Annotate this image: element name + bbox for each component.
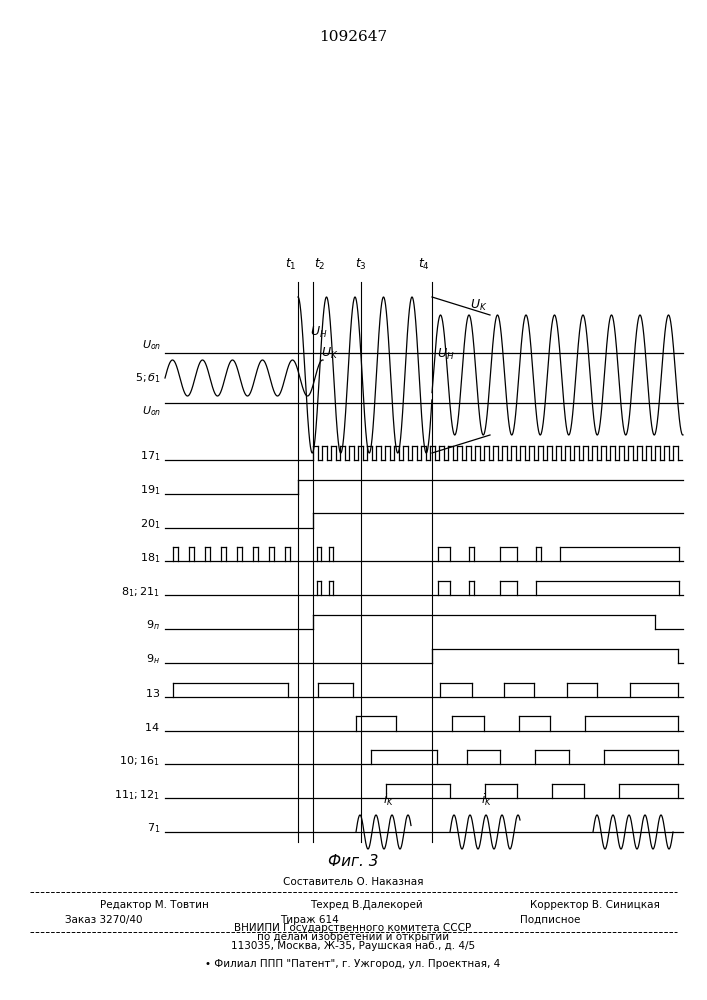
Text: $U_H$: $U_H$ — [437, 346, 455, 362]
Text: 1092647: 1092647 — [319, 30, 387, 44]
Text: $5;б_1$: $5;б_1$ — [135, 371, 161, 385]
Text: Редактор М. Товтин: Редактор М. Товтин — [100, 900, 209, 910]
Text: Заказ 3270/40: Заказ 3270/40 — [65, 915, 143, 925]
Text: $10;16_1$: $10;16_1$ — [119, 754, 160, 768]
Text: $17_1$: $17_1$ — [139, 450, 160, 463]
Text: $18_1$: $18_1$ — [139, 551, 160, 565]
Text: Фиг. 3: Фиг. 3 — [328, 854, 378, 869]
Text: $U_{on}$: $U_{on}$ — [141, 404, 161, 418]
Text: по делам изобретений и открытий: по делам изобретений и открытий — [257, 932, 449, 942]
Text: $t_1$: $t_1$ — [286, 257, 297, 272]
Text: $U_H$: $U_H$ — [310, 325, 327, 340]
Text: $19_1$: $19_1$ — [139, 483, 160, 497]
Text: $i_K$: $i_K$ — [383, 792, 395, 808]
Text: $8_1;21_1$: $8_1;21_1$ — [121, 585, 160, 599]
Text: $11_1;12_1$: $11_1;12_1$ — [114, 788, 160, 802]
Text: • Филиал ППП "Патент", г. Ужгород, ул. Проектная, 4: • Филиал ППП "Патент", г. Ужгород, ул. П… — [205, 959, 501, 969]
Text: ВНИИПИ Государственного комитета СССР: ВНИИПИ Государственного комитета СССР — [235, 923, 472, 933]
Text: $20_1$: $20_1$ — [139, 517, 160, 531]
Text: $i_K$: $i_K$ — [481, 792, 493, 808]
Text: Подписное: Подписное — [520, 915, 580, 925]
Text: $U_K$: $U_K$ — [321, 346, 339, 361]
Text: $t_2$: $t_2$ — [314, 257, 325, 272]
Text: Составитель О. Наказная: Составитель О. Наказная — [283, 877, 423, 887]
Text: $t_4$: $t_4$ — [418, 257, 430, 272]
Text: $9_п$: $9_п$ — [146, 619, 160, 632]
Text: 113035, Москва, Ж-35, Раушская наб., д. 4/5: 113035, Москва, Ж-35, Раушская наб., д. … — [231, 941, 475, 951]
Text: Тираж 614: Тираж 614 — [280, 915, 339, 925]
Text: $t_3$: $t_3$ — [355, 257, 367, 272]
Text: Корректор В. Синицкая: Корректор В. Синицкая — [530, 900, 660, 910]
Text: $13$: $13$ — [145, 687, 160, 699]
Text: $U_{on}$: $U_{on}$ — [141, 338, 161, 352]
Text: $9_н$: $9_н$ — [146, 652, 160, 666]
Text: Техред В.Далекорей: Техред В.Далекорей — [310, 900, 423, 910]
Text: $7_1$: $7_1$ — [146, 822, 160, 835]
Text: $U_K$: $U_K$ — [470, 297, 487, 313]
Text: $14$: $14$ — [144, 721, 160, 733]
